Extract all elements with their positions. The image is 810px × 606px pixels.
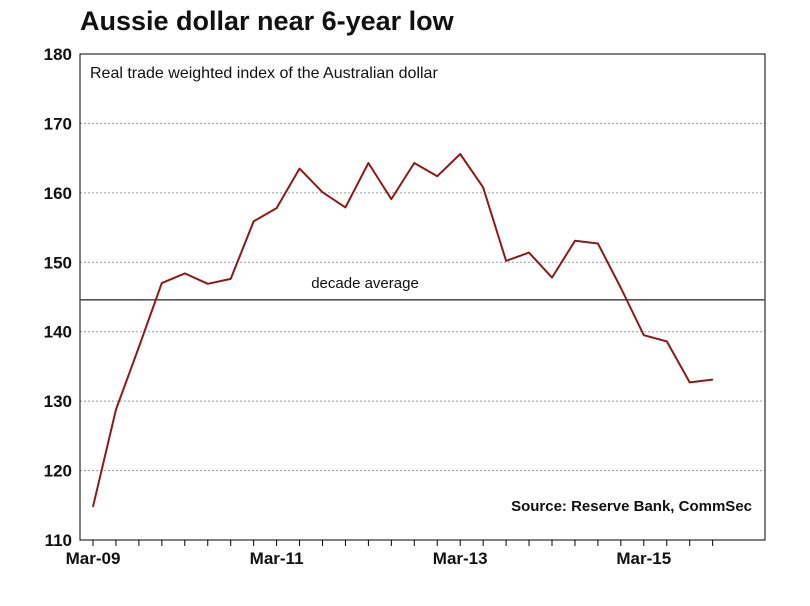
data-point — [253, 220, 255, 222]
data-point — [115, 408, 117, 411]
chart-title: Aussie dollar near 6-year low — [80, 6, 454, 36]
data-point — [620, 287, 622, 289]
data-point — [276, 207, 278, 209]
x-tick-label: Mar-09 — [66, 549, 121, 568]
data-point — [161, 282, 163, 284]
y-tick-label: 180 — [44, 45, 72, 64]
data-point — [597, 242, 599, 245]
y-tick-label: 170 — [44, 114, 72, 133]
x-tick-label: Mar-13 — [433, 549, 488, 568]
source-note: Source: Reserve Bank, CommSec — [511, 498, 752, 515]
data-point — [459, 153, 461, 155]
data-point — [207, 283, 209, 285]
data-point — [505, 260, 507, 262]
y-tick-label: 160 — [44, 184, 72, 203]
data-point — [689, 381, 691, 383]
data-point — [666, 340, 668, 343]
axes: 110 120 130 140 150 160 170 180 Mar-09 Mar-11 Mar-… — [44, 45, 714, 568]
data-point — [528, 251, 530, 254]
data-point — [643, 334, 645, 336]
data-point — [436, 175, 438, 177]
y-tick-label: 140 — [44, 323, 72, 342]
plot-area-border — [79, 53, 766, 541]
data-point — [390, 198, 392, 200]
data-point — [551, 276, 553, 279]
data-point — [482, 186, 484, 188]
series-line — [92, 153, 713, 507]
data-point — [230, 278, 232, 280]
y-tick-label: 130 — [44, 392, 72, 411]
data-point — [367, 162, 369, 164]
series-group — [92, 153, 714, 508]
y-tick-label: 110 — [45, 531, 72, 550]
data-point — [92, 506, 94, 508]
decade-average-group: decade average — [80, 275, 765, 301]
gridlines — [80, 122, 765, 472]
data-point — [138, 346, 140, 348]
decade-average-label: decade average — [311, 275, 419, 292]
data-point — [344, 206, 347, 209]
y-tick-label: 150 — [44, 253, 72, 272]
x-tick-label: Mar-15 — [616, 549, 671, 568]
chart-subtitle: Real trade weighted index of the Austral… — [90, 65, 438, 82]
data-point — [413, 162, 415, 164]
data-point — [298, 167, 301, 170]
y-tick-label: 120 — [44, 462, 72, 481]
data-point — [712, 379, 714, 381]
x-tick-label: Mar-11 — [250, 549, 304, 568]
data-point — [574, 240, 576, 242]
data-point — [184, 272, 186, 274]
data-point — [321, 191, 324, 193]
